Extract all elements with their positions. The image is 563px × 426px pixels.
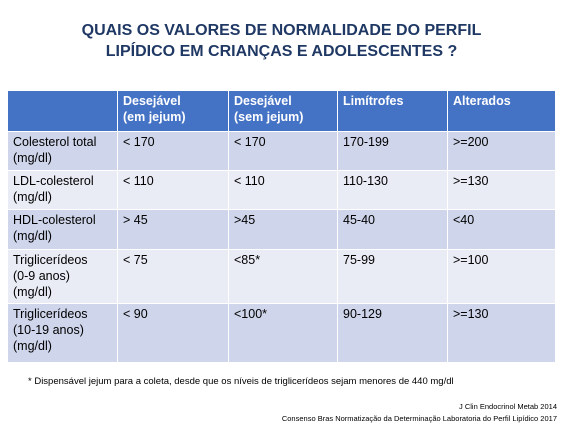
table-cell: < 110 — [228, 170, 338, 210]
table-cell: >=130 — [447, 170, 556, 210]
reference: J Clin Endocrinol Metab 2014 — [459, 402, 557, 411]
cell-line: (em jejum) — [123, 110, 186, 124]
table-row: Triglicerídeos (10-19 anos) (mg/dl) < 90 <10… — [7, 303, 556, 363]
table-cell: Colesterol total (mg/dl) — [7, 131, 118, 171]
cell-line: < 75 — [123, 253, 148, 267]
header-cell — [7, 90, 118, 132]
cell-line: Triglicerídeos — [13, 253, 88, 267]
table-row: LDL-colesterol (mg/dl) < 110 < 110 110-130 >=… — [7, 170, 556, 210]
cell-line: (sem jejum) — [234, 110, 304, 124]
cell-line: Colesterol total — [13, 135, 97, 149]
cell-line: (mg/dl) — [13, 190, 52, 204]
table-cell: >=200 — [447, 131, 556, 171]
cell-line: 45-40 — [343, 213, 375, 227]
table-cell: < 170 — [117, 131, 229, 171]
cell-line: Desejável — [123, 94, 181, 108]
slide-title: QUAIS OS VALORES DE NORMALIDADE DO PERFI… — [0, 20, 563, 62]
cell-line: < 90 — [123, 307, 148, 321]
header-row: Desejável (em jejum) Desejável (sem jejum) L… — [7, 90, 556, 132]
table-cell: Triglicerídeos (0-9 anos) (mg/dl) — [7, 249, 118, 304]
cell-line: (0-9 anos) — [13, 269, 70, 283]
table-cell: >45 — [228, 209, 338, 250]
footnote: * Dispensável jejum para a coleta, desde… — [28, 376, 454, 387]
cell-line: < 170 — [234, 135, 266, 149]
table-row: Triglicerídeos (0-9 anos) (mg/dl) < 75 <85* 7… — [7, 249, 556, 304]
cell-line: 110-130 — [343, 174, 388, 188]
table-cell: >=130 — [447, 303, 556, 363]
header-cell: Desejável (em jejum) — [117, 90, 229, 132]
cell-line: <40 — [453, 213, 475, 227]
cell-line: Triglicerídeos — [13, 307, 88, 321]
table-cell: LDL-colesterol (mg/dl) — [7, 170, 118, 210]
table-cell: 75-99 — [337, 249, 448, 304]
table-row: Colesterol total (mg/dl) < 170 < 170 170-199… — [7, 131, 556, 171]
cell-line: (mg/dl) — [13, 339, 52, 353]
cell-line: (mg/dl) — [13, 229, 52, 243]
cell-line: 90-129 — [343, 307, 382, 321]
cell-line: >45 — [234, 213, 256, 227]
cell-line: <85* — [234, 253, 261, 267]
table-cell: 110-130 — [337, 170, 448, 210]
cell-line: >=100 — [453, 253, 489, 267]
table-cell: <100* — [228, 303, 338, 363]
cell-line: Alterados — [453, 94, 511, 108]
table-cell: < 170 — [228, 131, 338, 171]
cell-line: HDL-colesterol — [13, 213, 96, 227]
cell-line: Limítrofes — [343, 94, 404, 108]
cell-line: < 110 — [234, 174, 265, 188]
title-line: QUAIS OS VALORES DE NORMALIDADE DO PERFI… — [81, 22, 482, 39]
header-cell: Limítrofes — [337, 90, 448, 132]
table-row: HDL-colesterol (mg/dl) > 45 >45 45-40 <40 — [7, 209, 556, 250]
cell-line: < 170 — [123, 135, 155, 149]
cell-line: > 45 — [123, 213, 148, 227]
table-cell: < 110 — [117, 170, 229, 210]
cell-line: 75-99 — [343, 253, 375, 267]
table-cell: 45-40 — [337, 209, 448, 250]
table-cell: < 90 — [117, 303, 229, 363]
cell-line: (mg/dl) — [13, 285, 52, 299]
table-cell: > 45 — [117, 209, 229, 250]
header-cell: Alterados — [447, 90, 556, 132]
cell-line: (10-19 anos) — [13, 323, 84, 337]
table-cell: <40 — [447, 209, 556, 250]
table-cell: 90-129 — [337, 303, 448, 363]
table-cell: Triglicerídeos (10-19 anos) (mg/dl) — [7, 303, 118, 363]
title-line: LIPÍDICO EM CRIANÇAS E ADOLESCENTES ? — [105, 43, 458, 60]
table-cell: 170-199 — [337, 131, 448, 171]
header-cell: Desejável (sem jejum) — [228, 90, 338, 132]
cell-line: >=130 — [453, 307, 489, 321]
table-cell: < 75 — [117, 249, 229, 304]
lipid-table: Desejável (em jejum) Desejável (sem jejum) L… — [7, 90, 556, 363]
cell-line: (mg/dl) — [13, 151, 52, 165]
cell-line: >=130 — [453, 174, 489, 188]
cell-line: Desejável — [234, 94, 292, 108]
references: J Clin Endocrinol Metab 2014 Consenso Bra… — [282, 401, 557, 425]
cell-line: 170-199 — [343, 135, 389, 149]
table-cell: <85* — [228, 249, 338, 304]
cell-line: < 110 — [123, 174, 154, 188]
cell-line: <100* — [234, 307, 268, 321]
table-cell: HDL-colesterol (mg/dl) — [7, 209, 118, 250]
cell-line: LDL-colesterol — [13, 174, 94, 188]
cell-line: >=200 — [453, 135, 489, 149]
reference: Consenso Bras Normatização da Determinaç… — [281, 414, 557, 423]
table-cell: >=100 — [447, 249, 556, 304]
